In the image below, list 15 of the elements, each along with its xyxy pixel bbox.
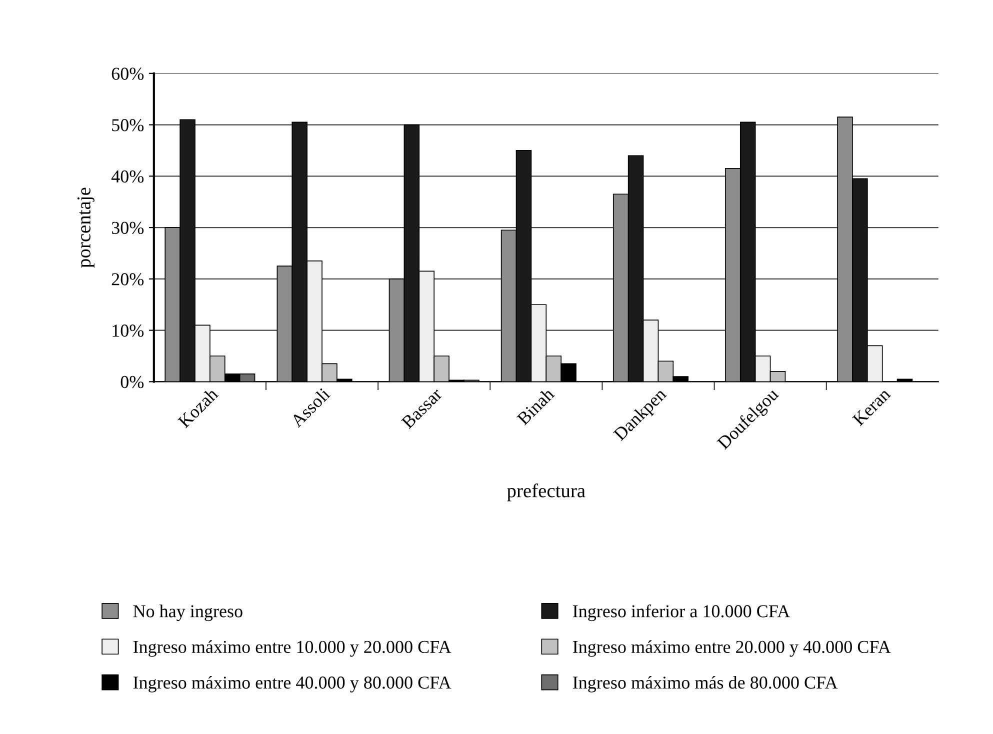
y-tick-label: 10% [112, 324, 144, 337]
legend-label: Ingreso máximo entre 40.000 y 80.000 CFA [133, 676, 452, 692]
y-tick-label: 30% [112, 222, 144, 234]
y-tick-label: 20% [112, 273, 144, 286]
legend-label: Ingreso máximo entre 10.000 y 20.000 CFA [133, 640, 452, 657]
y-axis-title: porcentaje [77, 188, 94, 268]
legend-label: Ingreso máximo entre 20.000 y 40.000 CFA [572, 640, 891, 657]
y-tick-label: 0% [120, 376, 144, 388]
legend-label: Ingreso máximo más de 80.000 CFA [572, 676, 838, 692]
y-tick-label: 60% [112, 68, 144, 80]
y-tick-label: 40% [111, 170, 144, 183]
legend-label: Ingreso inferior a 10.000 CFA [572, 604, 790, 622]
x-axis-title: prefectura [507, 483, 586, 502]
legend-label: No hay ingreso [133, 604, 242, 622]
y-tick-label: 50% [112, 119, 144, 132]
